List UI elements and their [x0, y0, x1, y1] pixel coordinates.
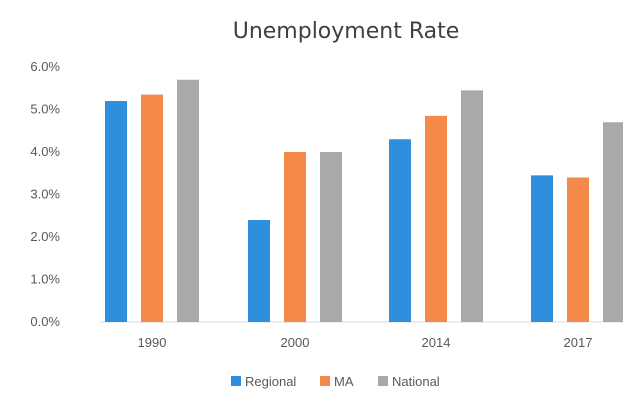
y-tick-label: 4.0% [30, 144, 60, 159]
y-tick-label: 6.0% [30, 59, 60, 74]
legend-swatch-national [378, 376, 388, 386]
bars [105, 79, 623, 322]
y-tick-label: 0.0% [30, 314, 60, 329]
legend-label-national: National [392, 374, 440, 389]
x-tick-label: 2017 [564, 335, 593, 350]
bar-ma-2000 [284, 152, 306, 322]
y-tick-label: 2.0% [30, 229, 60, 244]
bar-regional-2014 [389, 139, 411, 322]
y-axis: 0.0% 1.0% 2.0% 3.0% 4.0% 5.0% 6.0% [30, 59, 60, 329]
legend-swatch-regional [231, 376, 241, 386]
bar-regional-2000 [248, 220, 270, 322]
x-tick-label: 2000 [281, 335, 310, 350]
bar-regional-2017 [531, 175, 553, 322]
y-tick-label: 1.0% [30, 272, 60, 287]
bar-national-2014 [461, 90, 483, 322]
x-tick-label: 1990 [138, 335, 167, 350]
chart-title: Unemployment Rate [233, 19, 460, 44]
bar-national-2017 [603, 122, 623, 322]
legend-label-regional: Regional [245, 374, 296, 389]
bar-ma-2014 [425, 115, 447, 322]
bar-regional-1990 [105, 101, 127, 322]
legend-swatch-ma [320, 376, 330, 386]
bar-ma-1990 [141, 94, 163, 322]
bar-ma-2017 [567, 177, 589, 322]
x-axis: 1990 2000 2014 2017 [138, 335, 593, 350]
legend-label-ma: MA [334, 374, 354, 389]
bar-national-1990 [177, 79, 199, 322]
legend: Regional MA National [231, 374, 440, 389]
y-tick-label: 5.0% [30, 102, 60, 117]
x-tick-label: 2014 [422, 335, 451, 350]
y-tick-label: 3.0% [30, 187, 60, 202]
bar-national-2000 [320, 152, 342, 322]
